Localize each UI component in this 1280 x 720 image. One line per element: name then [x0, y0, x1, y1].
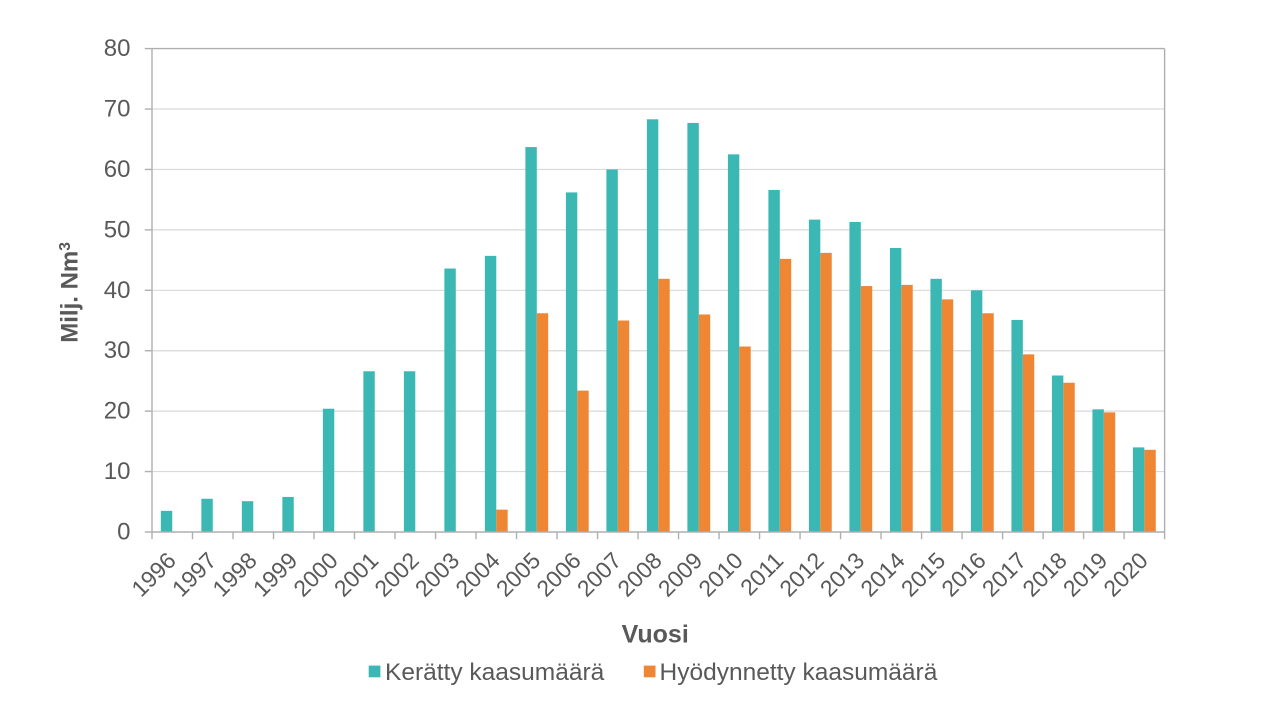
svg-text:Milj. Nm3: Milj. Nm3 — [56, 242, 83, 343]
svg-text:10: 10 — [104, 458, 131, 485]
svg-text:40: 40 — [104, 277, 131, 304]
svg-text:0: 0 — [117, 519, 130, 546]
svg-text:Hyödynnetty kaasumäärä: Hyödynnetty kaasumäärä — [660, 659, 938, 686]
svg-text:Vuosi: Vuosi — [622, 621, 689, 649]
svg-text:Kerätty kaasumäärä: Kerätty kaasumäärä — [385, 659, 605, 686]
svg-text:70: 70 — [104, 96, 131, 123]
svg-text:20: 20 — [104, 398, 131, 425]
svg-text:50: 50 — [104, 216, 131, 243]
svg-text:60: 60 — [104, 156, 131, 183]
svg-text:80: 80 — [104, 35, 131, 62]
svg-text:30: 30 — [104, 337, 131, 364]
